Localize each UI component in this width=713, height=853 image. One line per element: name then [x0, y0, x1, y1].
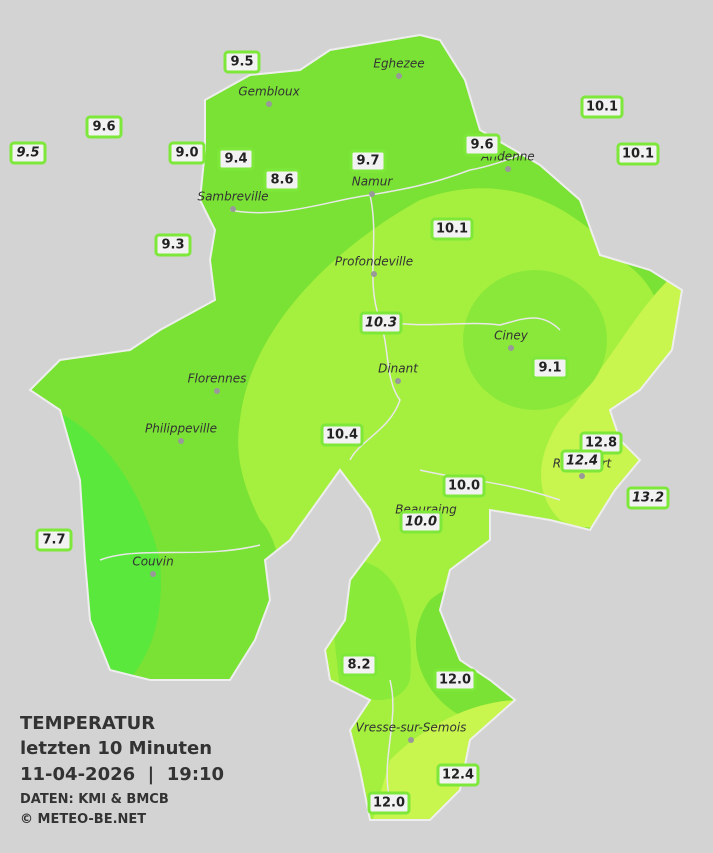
legend-period: letzten 10 Minuten	[20, 738, 212, 759]
station-box	[85, 115, 123, 139]
station-box	[626, 486, 670, 510]
city-label: Couvin	[132, 555, 173, 569]
station-layer: 9.5 9.6 9.5 9.0 9.4 8.6 9.7 9.6 10.1 10.1 10.1 9.3 1…	[9, 50, 670, 815]
city-dot	[214, 388, 220, 394]
station-value: 9.3	[161, 238, 184, 253]
station-value: 10.3	[365, 316, 397, 331]
station-box	[359, 311, 403, 335]
station-value: 10.1	[586, 100, 618, 115]
city-dot	[178, 438, 184, 444]
station-box	[367, 791, 411, 815]
station-box	[531, 356, 569, 380]
city-label: Profondeville	[335, 255, 413, 269]
station-value: 10.1	[436, 222, 468, 237]
legend: TEMPERATUR letzten 10 Minuten 11-04-2026…	[20, 713, 224, 827]
station-value: 9.5	[230, 55, 253, 70]
city-dot	[369, 191, 375, 197]
station-value: 9.4	[224, 152, 247, 167]
station-box	[349, 149, 387, 173]
station-value: 12.0	[439, 673, 471, 688]
station-box	[154, 233, 192, 257]
station-box	[463, 133, 501, 157]
city-label: Gembloux	[238, 85, 300, 99]
station-value: 9.5	[16, 146, 39, 161]
city-dot	[395, 378, 401, 384]
city-dot	[505, 166, 511, 172]
station-value: 10.1	[622, 147, 654, 162]
city-label: Florennes	[188, 372, 247, 386]
city-label: Eghezee	[373, 57, 424, 71]
legend-title: TEMPERATUR	[20, 713, 155, 734]
station-box	[223, 50, 261, 74]
city-dot	[579, 473, 585, 479]
city-dot	[371, 271, 377, 277]
station-value: 9.6	[92, 120, 115, 135]
station-value: 8.2	[347, 658, 370, 673]
station-value: 12.4	[566, 454, 598, 469]
station-box	[263, 168, 301, 192]
legend-timestamp: 11-04-2026 | 19:10	[20, 764, 224, 785]
city-layer: EghezeeGemblouxAndenneNamurSambrevillePr…	[132, 57, 613, 743]
station-value: 8.6	[270, 173, 293, 188]
station-value: 10.0	[448, 479, 480, 494]
city-label: Namur	[352, 175, 394, 189]
city-label: Dinant	[378, 362, 419, 376]
station-box	[433, 668, 477, 692]
city-dot	[230, 206, 236, 212]
city-label: Ciney	[494, 329, 529, 343]
city-dot	[266, 101, 272, 107]
city-label: Philippeville	[145, 422, 217, 436]
station-value: 9.1	[538, 361, 561, 376]
station-box	[430, 217, 474, 241]
station-value: 9.6	[470, 138, 493, 153]
city-label: Sambreville	[197, 190, 268, 204]
legend-copyright: © METEO-BE.NET	[20, 812, 146, 827]
station-box	[9, 141, 47, 165]
station-box	[436, 763, 480, 787]
station-box	[320, 423, 364, 447]
station-box	[217, 147, 255, 171]
station-value: 10.4	[326, 428, 358, 443]
station-box	[399, 510, 443, 534]
station-box	[560, 449, 604, 473]
station-value: 7.7	[42, 533, 65, 548]
city-dot	[408, 737, 414, 743]
station-value: 9.7	[356, 154, 379, 169]
station-box	[168, 141, 206, 165]
station-value: 12.4	[442, 768, 474, 783]
station-value: 12.8	[585, 436, 617, 451]
legend-source: DATEN: KMI & BMCB	[20, 792, 169, 807]
station-box	[340, 653, 378, 677]
city-dot	[508, 345, 514, 351]
station-box	[442, 474, 486, 498]
station-value: 12.0	[373, 796, 405, 811]
city-dot	[150, 571, 156, 577]
station-value: 13.2	[632, 491, 664, 506]
station-box	[580, 95, 624, 119]
station-value: 10.0	[405, 515, 437, 530]
city-dot	[396, 73, 402, 79]
station-box	[35, 528, 73, 552]
city-label: Vresse-sur-Semois	[356, 721, 467, 735]
station-value: 9.0	[175, 146, 198, 161]
station-box	[616, 142, 660, 166]
